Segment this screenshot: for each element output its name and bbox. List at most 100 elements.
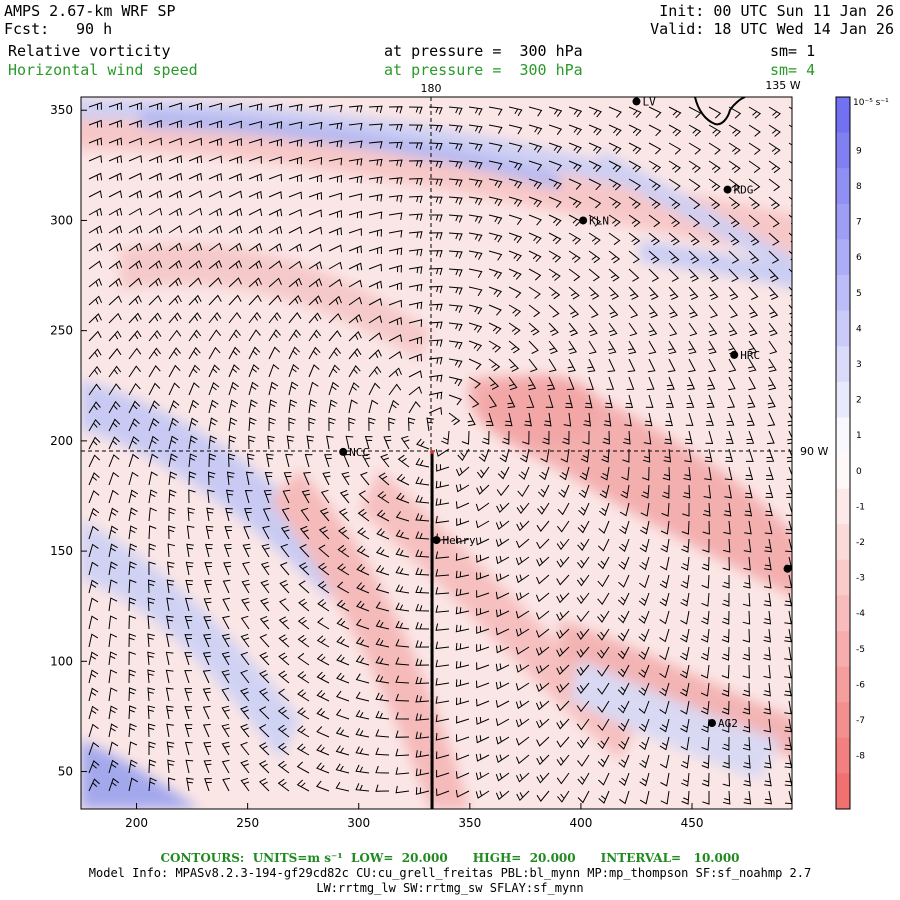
- wind-barb: [88, 633, 99, 648]
- wind-barb: [128, 102, 142, 110]
- wind-barb: [495, 700, 510, 708]
- wind-barb: [468, 160, 483, 170]
- wind-barb: [597, 574, 610, 588]
- wind-barb: [108, 260, 123, 270]
- wind-barb: [148, 172, 163, 181]
- wind-barb: [617, 610, 630, 624]
- wind-barb: [659, 628, 670, 643]
- wind-barb: [328, 139, 343, 148]
- wind-barb: [688, 142, 702, 155]
- wind-barb: [606, 376, 615, 390]
- colorbar-label: 2: [856, 396, 862, 406]
- wind-barb: [408, 283, 423, 292]
- wind-barb: [556, 628, 570, 639]
- wind-barb: [222, 615, 230, 630]
- wind-barb: [742, 628, 751, 643]
- wind-barb: [721, 610, 730, 625]
- wind-barb: [742, 592, 751, 607]
- wind-barb: [576, 718, 590, 731]
- wind-barb: [436, 788, 450, 797]
- wind-barb: [597, 754, 610, 768]
- wind-barb: [537, 484, 550, 498]
- wind-barb: [188, 453, 198, 468]
- wind-barb: [148, 759, 157, 774]
- wind-barb: [763, 700, 771, 715]
- wind-barb: [88, 119, 102, 128]
- wind-barb: [240, 705, 250, 720]
- wind-barb: [368, 228, 383, 237]
- wind-barb: [702, 502, 711, 517]
- wind-barb: [388, 316, 403, 325]
- wind-barb: [728, 268, 739, 282]
- wind-barb: [597, 592, 610, 605]
- wind-barb: [168, 400, 180, 414]
- wind-barb: [88, 543, 99, 558]
- wind-barb: [680, 736, 690, 751]
- wind-barb: [268, 346, 281, 360]
- init-time: Init: 00 UTC Sun 11 Jan 26: [659, 2, 894, 20]
- wind-barb: [328, 192, 342, 201]
- wind-barb: [748, 106, 762, 119]
- wind-barb: [356, 564, 370, 576]
- wind-barb: [556, 610, 570, 622]
- wind-barb: [317, 562, 330, 576]
- wind-barb: [262, 507, 271, 522]
- wind-barb: [708, 268, 719, 282]
- wind-barb: [288, 139, 303, 147]
- wind-barb: [515, 538, 530, 549]
- wind-barb: [296, 779, 310, 792]
- wind-barb: [488, 304, 502, 316]
- wind-barb: [448, 196, 463, 205]
- wind-barb: [108, 489, 119, 504]
- wind-barb: [282, 489, 291, 504]
- wind-barb: [628, 304, 639, 319]
- wind-barb: [188, 277, 202, 288]
- wind-barb: [202, 723, 211, 738]
- wind-barb: [701, 556, 710, 571]
- wind-barb: [348, 279, 363, 288]
- wind-barb: [88, 102, 102, 110]
- wind-barb: [288, 191, 302, 200]
- wind-barb: [368, 365, 382, 378]
- wind-barb: [206, 507, 214, 522]
- wind-barb: [644, 412, 653, 427]
- wind-barb: [768, 340, 778, 355]
- wind-barb: [748, 376, 756, 391]
- wind-barb: [648, 106, 662, 119]
- wind-barb: [108, 365, 122, 378]
- colorbar-frame: [835, 96, 851, 810]
- wind-barb: [328, 399, 338, 414]
- wind-barb: [556, 556, 570, 568]
- wind-barb: [488, 268, 503, 279]
- wind-barb: [766, 448, 775, 462]
- wind-barb: [608, 106, 622, 118]
- wind-barb: [628, 160, 642, 173]
- wind-barb: [415, 585, 430, 594]
- wind-barb: [618, 736, 630, 750]
- wind-barb: [508, 358, 519, 372]
- wind-barb: [148, 294, 162, 306]
- wind-barb: [316, 689, 330, 702]
- wind-barb: [502, 430, 510, 445]
- wind-barb: [488, 250, 503, 261]
- wind-barb: [208, 381, 220, 396]
- wind-barb: [324, 454, 332, 468]
- wind-barb: [415, 787, 430, 795]
- wind-barb: [588, 268, 600, 282]
- wind-barb: [376, 509, 390, 522]
- wind-barb: [617, 700, 630, 714]
- wind-barb: [248, 173, 262, 182]
- wind-barb: [576, 682, 590, 694]
- wind-barb: [380, 453, 390, 468]
- wind-barb: [428, 250, 443, 258]
- wind-barb: [428, 124, 443, 133]
- wind-barb: [280, 525, 290, 540]
- wind-barb: [88, 723, 99, 738]
- wind-barb: [475, 537, 490, 546]
- wind-barb: [203, 760, 212, 774]
- wind-barb: [128, 312, 142, 324]
- wind-barb: [536, 772, 550, 784]
- wind-barb: [524, 412, 532, 427]
- wind-barb: [764, 520, 773, 535]
- wind-barb: [499, 448, 510, 463]
